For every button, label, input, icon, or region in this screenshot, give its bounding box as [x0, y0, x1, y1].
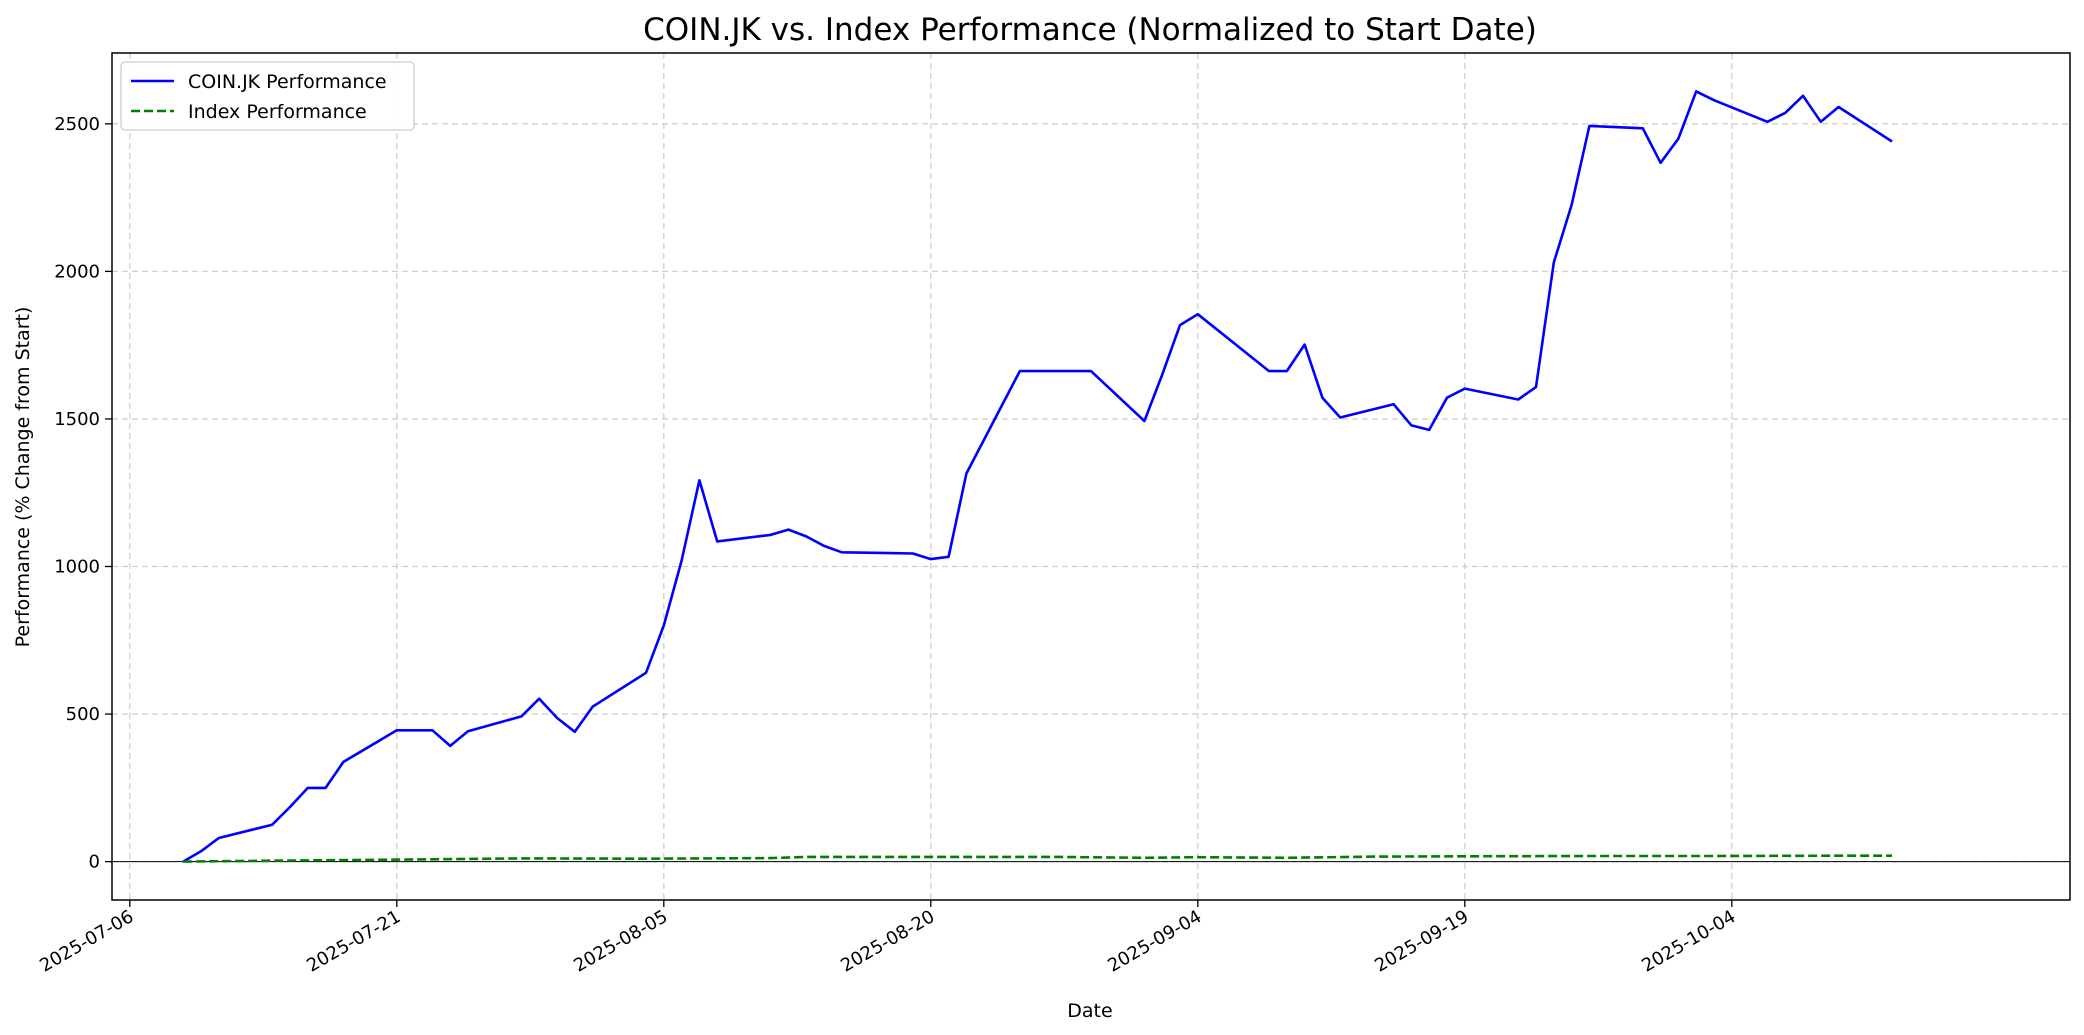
y-tick-label: 0 [89, 852, 100, 873]
y-axis-label: Performance (% Change from Start) [12, 307, 34, 648]
series-layer [182, 90, 1893, 863]
legend-label-coin: COIN.JK Performance [188, 71, 387, 93]
series-line-index [183, 854, 1892, 863]
y-tick-label: 2500 [54, 114, 100, 135]
legend: COIN.JK Performance Index Performance [120, 61, 415, 131]
y-tick-label: 500 [66, 704, 100, 725]
y-tick-label: 1000 [54, 557, 100, 578]
chart-title: COIN.JK vs. Index Performance (Normalize… [643, 12, 1537, 48]
y-tick-label: 2000 [54, 261, 100, 282]
x-axis-label: Date [1067, 1000, 1112, 1022]
series-line-coin [182, 90, 1893, 863]
y-tick-label: 1500 [54, 409, 100, 430]
legend-box [120, 61, 415, 131]
y-axis-ticks: 0 500 1000 1500 2000 2500 [54, 114, 112, 873]
plot-frame [111, 52, 2071, 901]
legend-label-index: Index Performance [188, 101, 367, 123]
